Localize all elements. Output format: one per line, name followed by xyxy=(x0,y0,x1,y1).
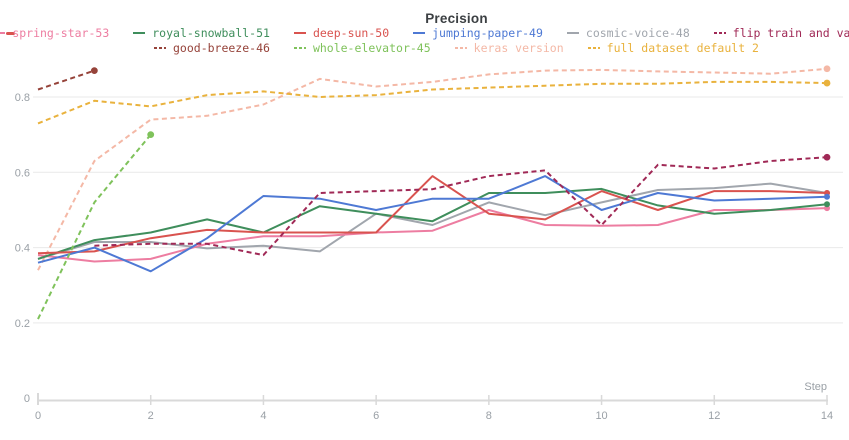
solid-line-swatch-icon xyxy=(413,32,426,34)
series-end-dot-good-breeze-46[interactable] xyxy=(90,67,98,75)
legend-label: cosmic-voice-48 xyxy=(585,26,690,40)
series-line-spring-star-53[interactable] xyxy=(37,207,828,263)
series-end-dot-full-dataset-default-2[interactable] xyxy=(823,79,831,87)
series-line-good-breeze-46[interactable] xyxy=(37,69,95,91)
x-tick-label: 6 xyxy=(373,410,379,422)
legend-label: keras version xyxy=(473,41,564,55)
chart-legend: spring-star-53 royal-snowball-51 deep-sun-… xyxy=(0,26,849,55)
legend-item-deep-sun-50[interactable]: deep-sun-50 xyxy=(293,26,390,40)
y-tick-label: 0.4 xyxy=(15,243,30,255)
dashed-line-swatch-icon xyxy=(154,47,166,49)
solid-line-swatch-icon xyxy=(293,32,306,34)
legend-label: deep-sun-50 xyxy=(312,26,390,40)
legend-item-cosmic-voice-48[interactable]: cosmic-voice-48 xyxy=(566,26,690,40)
legend-label: jumping-paper-49 xyxy=(432,26,543,40)
dashed-line-swatch-icon xyxy=(713,32,726,34)
x-tick-label: 10 xyxy=(595,410,607,422)
legend-item-spring-star-53[interactable]: spring-star-53 xyxy=(0,26,109,40)
x-axis-title: Step xyxy=(804,381,827,393)
x-tick-label: 14 xyxy=(821,410,833,422)
x-tick-label: 0 xyxy=(35,410,41,422)
series-end-dot-royal-snowball-51[interactable] xyxy=(824,201,830,208)
series-line-full-dataset-default-2[interactable] xyxy=(37,80,828,125)
legend-label: good-breeze-46 xyxy=(173,41,270,55)
x-tick-label: 2 xyxy=(148,410,154,422)
series-line-keras-version[interactable] xyxy=(37,67,828,271)
legend-row-1: spring-star-53 royal-snowball-51 deep-sun-… xyxy=(0,26,849,40)
series-end-dot-jumping-paper-49[interactable] xyxy=(824,193,830,200)
series-line-flip-train-and-valid-sample[interactable] xyxy=(94,156,828,257)
legend-item-whole-elevator-45[interactable]: whole-elevator-45 xyxy=(293,41,431,55)
y-tick-label: 0.8 xyxy=(15,92,30,104)
chart-title: Precision xyxy=(425,11,488,26)
series-end-dot-flip-train-and-valid-sample[interactable] xyxy=(823,153,831,161)
dashed-line-swatch-icon xyxy=(454,47,467,49)
series-end-dot-keras-version[interactable] xyxy=(823,65,831,73)
series-line-royal-snowball-51[interactable] xyxy=(37,187,828,260)
legend-label: whole-elevator-45 xyxy=(312,41,431,55)
legend-item-good-breeze-46[interactable]: good-breeze-46 xyxy=(154,41,270,55)
series-line-jumping-paper-49[interactable] xyxy=(37,175,828,273)
legend-item-royal-snowball-51[interactable]: royal-snowball-51 xyxy=(133,26,270,40)
series-line-cosmic-voice-48[interactable] xyxy=(37,182,828,260)
legend-label: royal-snowball-51 xyxy=(152,26,270,40)
y-tick-label: 0.6 xyxy=(15,167,30,179)
x-tick-label: 8 xyxy=(486,410,492,422)
x-tick-label: 12 xyxy=(708,410,720,422)
legend-item-full-dataset-default-2[interactable]: full dataset default 2 xyxy=(587,41,759,55)
dashed-line-swatch-icon xyxy=(293,47,306,49)
legend-overflow-mark xyxy=(6,32,15,35)
legend-item-flip-train-and-valid-sample[interactable]: flip train and valid sample xyxy=(713,26,849,40)
series-end-dot-whole-elevator-45[interactable] xyxy=(147,131,155,139)
legend-label: spring-star-53 xyxy=(12,26,110,40)
solid-line-swatch-icon xyxy=(566,32,579,34)
legend-label: full dataset default 2 xyxy=(606,41,759,55)
legend-row-2: good-breeze-46 whole-elevator-45 keras ver… xyxy=(154,41,759,55)
legend-label: flip train and valid sample xyxy=(732,26,849,40)
y-tick-label: 0.2 xyxy=(15,318,30,330)
legend-item-jumping-paper-49[interactable]: jumping-paper-49 xyxy=(413,26,543,40)
x-tick-label: 4 xyxy=(260,410,266,422)
solid-line-swatch-icon xyxy=(0,32,6,34)
solid-line-swatch-icon xyxy=(133,32,146,34)
y-tick-label: 0 xyxy=(24,393,30,405)
legend-item-keras-version[interactable]: keras version xyxy=(454,41,564,55)
dashed-line-swatch-icon xyxy=(587,47,600,49)
series-line-whole-elevator-45[interactable] xyxy=(37,134,152,320)
